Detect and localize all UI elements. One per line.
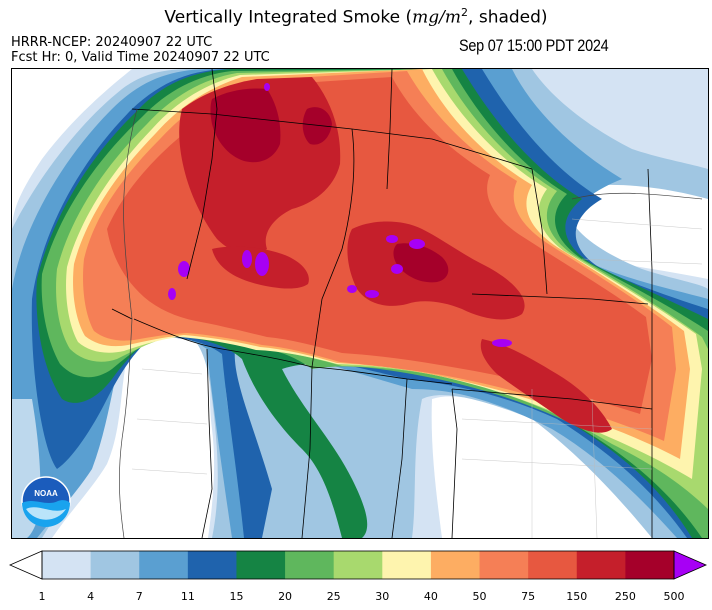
colorbar-segment: [479, 551, 529, 579]
colorbar: [9, 550, 707, 580]
clear-area-california: [52, 317, 215, 538]
colorbar-tick-label: 30: [375, 590, 390, 603]
colorbar-tick-label: 4: [87, 590, 95, 603]
colorbar-tick-label: 250: [614, 590, 636, 603]
colorbar-tick-label: 20: [278, 590, 293, 603]
smoke-map: NOAA: [11, 68, 709, 539]
colorbar-segment: [576, 551, 626, 579]
county-lines: [131, 218, 703, 538]
smoke-hotspot: [255, 252, 269, 276]
smoke-hotspot: [242, 250, 252, 268]
colorbar-tick-label: 11: [180, 590, 195, 603]
colorbar-segment: [382, 551, 432, 579]
colorbar-tick-label: 500: [663, 590, 685, 603]
smoke-hotspot: [264, 83, 270, 91]
smoke-layer-dark-red-3: [302, 107, 332, 145]
smoke-layer-dark-red-2: [393, 243, 449, 283]
colorbar-tick-label: 1: [38, 590, 46, 603]
smoke-hotspot: [347, 285, 357, 293]
colorbar-tick-label: 150: [566, 590, 588, 603]
smoke-hotspot: [386, 235, 398, 243]
colorbar-segment: [236, 551, 286, 579]
smoke-hotspot: [492, 339, 512, 347]
colorbar-tick-label: 25: [326, 590, 341, 603]
colorbar-frame: [41, 550, 675, 580]
colorbar-tick-label: 40: [423, 590, 438, 603]
smoke-layer-purple: [168, 83, 512, 347]
model-run-label: HRRR-NCEP: 20240907 22 UTC: [11, 35, 213, 50]
smoke-layer-red-4: [480, 339, 612, 433]
colorbar-tick-label: 15: [229, 590, 244, 603]
colorbar-under-arrow: [9, 550, 43, 580]
colorbar-segment: [139, 551, 189, 579]
colorbar-segment: [333, 551, 383, 579]
colorbar-segment: [528, 551, 578, 579]
colorbar-tick-label: 50: [472, 590, 487, 603]
smoke-hotspot: [178, 261, 190, 277]
clear-area-south: [431, 396, 652, 538]
valid-time-label: Sep 07 15:00 PDT 2024: [459, 36, 609, 55]
smoke-hotspot: [168, 288, 176, 300]
smoke-hotspot: [365, 290, 379, 298]
chart-title: Vertically Integrated Smoke (mg/m2, shad…: [164, 6, 548, 28]
smoke-hotspot: [391, 264, 403, 274]
coastline: [119, 108, 703, 538]
colorbar-tick-label: 75: [521, 590, 536, 603]
smoke-map-canvas: NOAA: [12, 69, 708, 538]
colorbar-segment: [430, 551, 481, 579]
smoke-hotspot: [409, 239, 425, 249]
clear-area-west: [12, 69, 132, 229]
colorbar-segment: [90, 551, 140, 579]
forecast-hour-label: Fcst Hr: 0, Valid Time 20240907 22 UTC: [11, 50, 270, 65]
smoke-layer-dark-red: [210, 88, 281, 163]
colorbar-segment: [625, 551, 675, 579]
colorbar-over-arrow: [673, 550, 707, 580]
colorbar-segments: [42, 551, 675, 579]
colorbar-segment: [42, 551, 92, 579]
colorbar-tick-label: 7: [135, 590, 143, 603]
colorbar-segment: [285, 551, 335, 579]
state-boundaries: [111, 69, 653, 538]
colorbar-segment: [187, 551, 237, 579]
noaa-logo: NOAA: [21, 476, 71, 527]
noaa-logo-text: NOAA: [34, 489, 58, 498]
